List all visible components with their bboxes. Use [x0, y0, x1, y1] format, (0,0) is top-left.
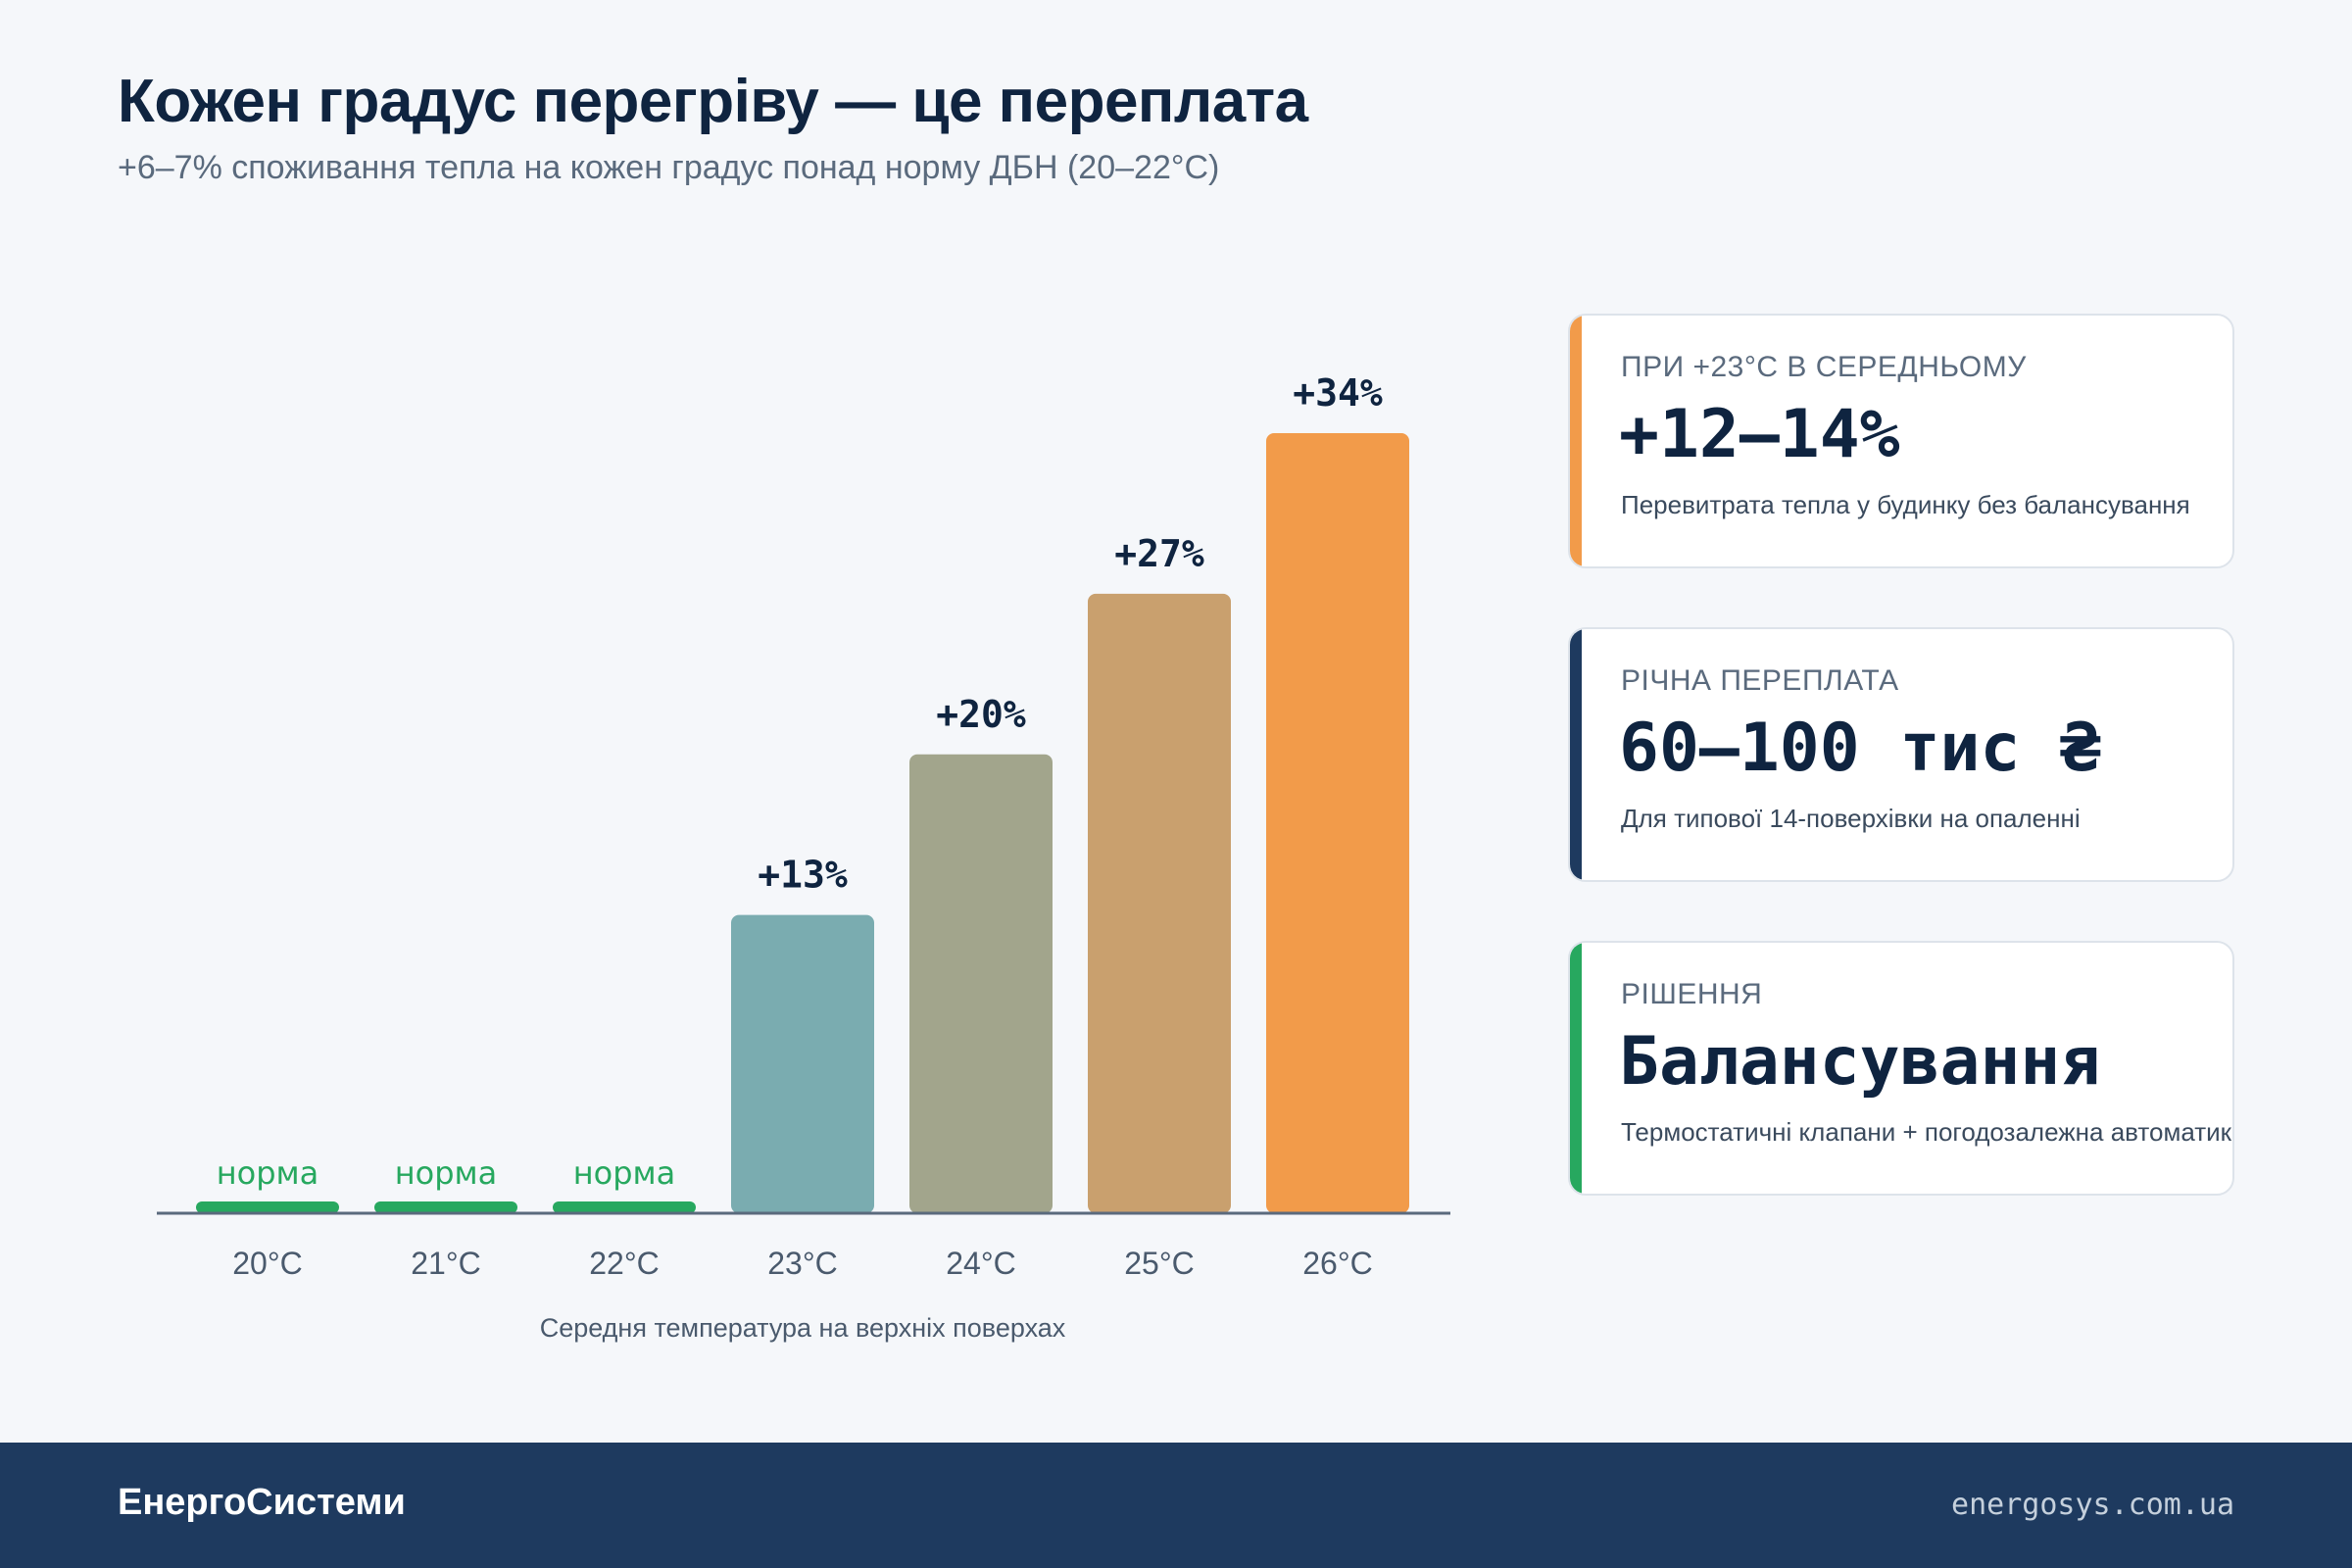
data-label: +13% [758, 854, 848, 897]
footer: ЕнергоСистеми energosys.com.ua [0, 1443, 2352, 1568]
stat-card-annual-overpayment: РІЧНА ПЕРЕПЛАТА 60–100 тис ₴ Для типової… [1568, 627, 2234, 882]
x-tick-label: 21°C [411, 1246, 481, 1281]
x-tick-label: 24°C [946, 1246, 1016, 1281]
bar-23°C [731, 914, 874, 1213]
x-tick-label: 22°C [589, 1246, 660, 1281]
card-description: Термостатичні клапани + погодозалежна ав… [1621, 1117, 2234, 1147]
x-tick-label: 23°C [767, 1246, 838, 1281]
card-accent-bar [1570, 629, 1582, 880]
page-subtitle: +6–7% споживання тепла на кожен градус п… [118, 149, 1220, 186]
data-label: +20% [936, 693, 1026, 736]
website-link[interactable]: energosys.com.ua [1951, 1488, 2234, 1522]
data-label-norm: норма [573, 1154, 676, 1192]
bar-21°C-norm [374, 1201, 517, 1213]
x-tick-label: 25°C [1124, 1246, 1195, 1281]
card-accent-bar [1570, 316, 1582, 566]
card-accent-bar [1570, 943, 1582, 1194]
x-tick-label: 26°C [1302, 1246, 1373, 1281]
card-label: ПРИ +23°C В СЕРЕДНЬОМУ [1621, 351, 2027, 383]
bar-25°C [1088, 593, 1231, 1213]
card-label: РІЧНА ПЕРЕПЛАТА [1621, 664, 1899, 697]
brand-logo: ЕнергоСистеми [118, 1482, 406, 1523]
card-value: +12–14% [1619, 396, 1900, 473]
data-label-norm: норма [395, 1154, 498, 1192]
x-tick-label: 20°C [232, 1246, 303, 1281]
card-label: РІШЕННЯ [1621, 978, 1763, 1010]
card-value: Балансування [1619, 1023, 2101, 1101]
data-label: +34% [1293, 371, 1383, 415]
bar-chart: норма 20°C норма 21°C норма 22°C +13% 23°C +20% 2… [157, 371, 1450, 1343]
bar-24°C [909, 754, 1053, 1213]
data-label: +27% [1114, 532, 1204, 575]
bar-20°C-norm [196, 1201, 339, 1213]
data-label-norm: норма [217, 1154, 319, 1192]
stat-card-solution: РІШЕННЯ Балансування Термостатичні клапа… [1568, 941, 2234, 1196]
card-description: Для типової 14-поверхівки на опаленні [1621, 804, 2081, 833]
stat-card-overconsumption: ПРИ +23°C В СЕРЕДНЬОМУ +12–14% Перевитра… [1568, 314, 2234, 568]
bar-22°C-norm [553, 1201, 696, 1213]
x-axis-title: Середня температура на верхніх поверхах [540, 1313, 1066, 1343]
card-description: Перевитрата тепла у будинку без балансув… [1621, 490, 2190, 519]
page-title: Кожен градус перегріву — це переплата [118, 68, 1308, 135]
bar-26°C [1266, 433, 1409, 1213]
card-value: 60–100 тис ₴ [1619, 710, 2101, 787]
